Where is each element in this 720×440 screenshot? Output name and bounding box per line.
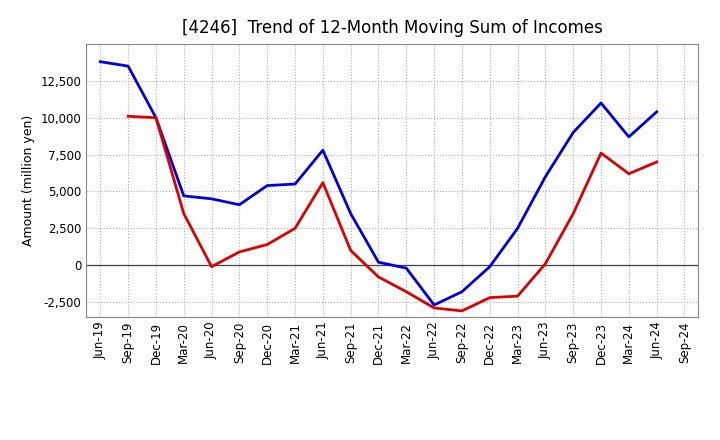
Ordinary Income (235, 202, 243, 207)
Ordinary Income (124, 63, 132, 69)
Ordinary Income (541, 174, 550, 180)
Ordinary Income (207, 196, 216, 202)
Net Income (569, 211, 577, 216)
Net Income (374, 275, 383, 280)
Ordinary Income (458, 289, 467, 294)
Title: [4246]  Trend of 12-Month Moving Sum of Incomes: [4246] Trend of 12-Month Moving Sum of I… (182, 19, 603, 37)
Net Income (179, 211, 188, 216)
Net Income (318, 180, 327, 185)
Net Income (513, 293, 522, 299)
Ordinary Income (179, 193, 188, 198)
Net Income (597, 150, 606, 156)
Line: Net Income: Net Income (128, 116, 657, 311)
Ordinary Income (652, 109, 661, 114)
Ordinary Income (485, 264, 494, 269)
Net Income (124, 114, 132, 119)
Net Income (624, 171, 633, 176)
Net Income (430, 305, 438, 311)
Ordinary Income (291, 181, 300, 187)
Line: Ordinary Income: Ordinary Income (100, 62, 657, 305)
Ordinary Income (402, 265, 410, 271)
Ordinary Income (346, 211, 355, 216)
Net Income (652, 159, 661, 165)
Net Income (541, 261, 550, 266)
Net Income (152, 115, 161, 121)
Ordinary Income (96, 59, 104, 64)
Net Income (402, 289, 410, 294)
Ordinary Income (513, 226, 522, 231)
Ordinary Income (374, 260, 383, 265)
Ordinary Income (152, 115, 161, 121)
Ordinary Income (597, 100, 606, 106)
Net Income (207, 264, 216, 269)
Net Income (263, 242, 271, 247)
Net Income (346, 248, 355, 253)
Y-axis label: Amount (million yen): Amount (million yen) (22, 115, 35, 246)
Ordinary Income (569, 130, 577, 135)
Ordinary Income (263, 183, 271, 188)
Net Income (485, 295, 494, 300)
Net Income (235, 249, 243, 255)
Ordinary Income (430, 302, 438, 308)
Net Income (291, 226, 300, 231)
Ordinary Income (318, 147, 327, 153)
Net Income (458, 308, 467, 314)
Legend: Ordinary Income, Net Income: Ordinary Income, Net Income (233, 438, 552, 440)
Ordinary Income (624, 134, 633, 139)
